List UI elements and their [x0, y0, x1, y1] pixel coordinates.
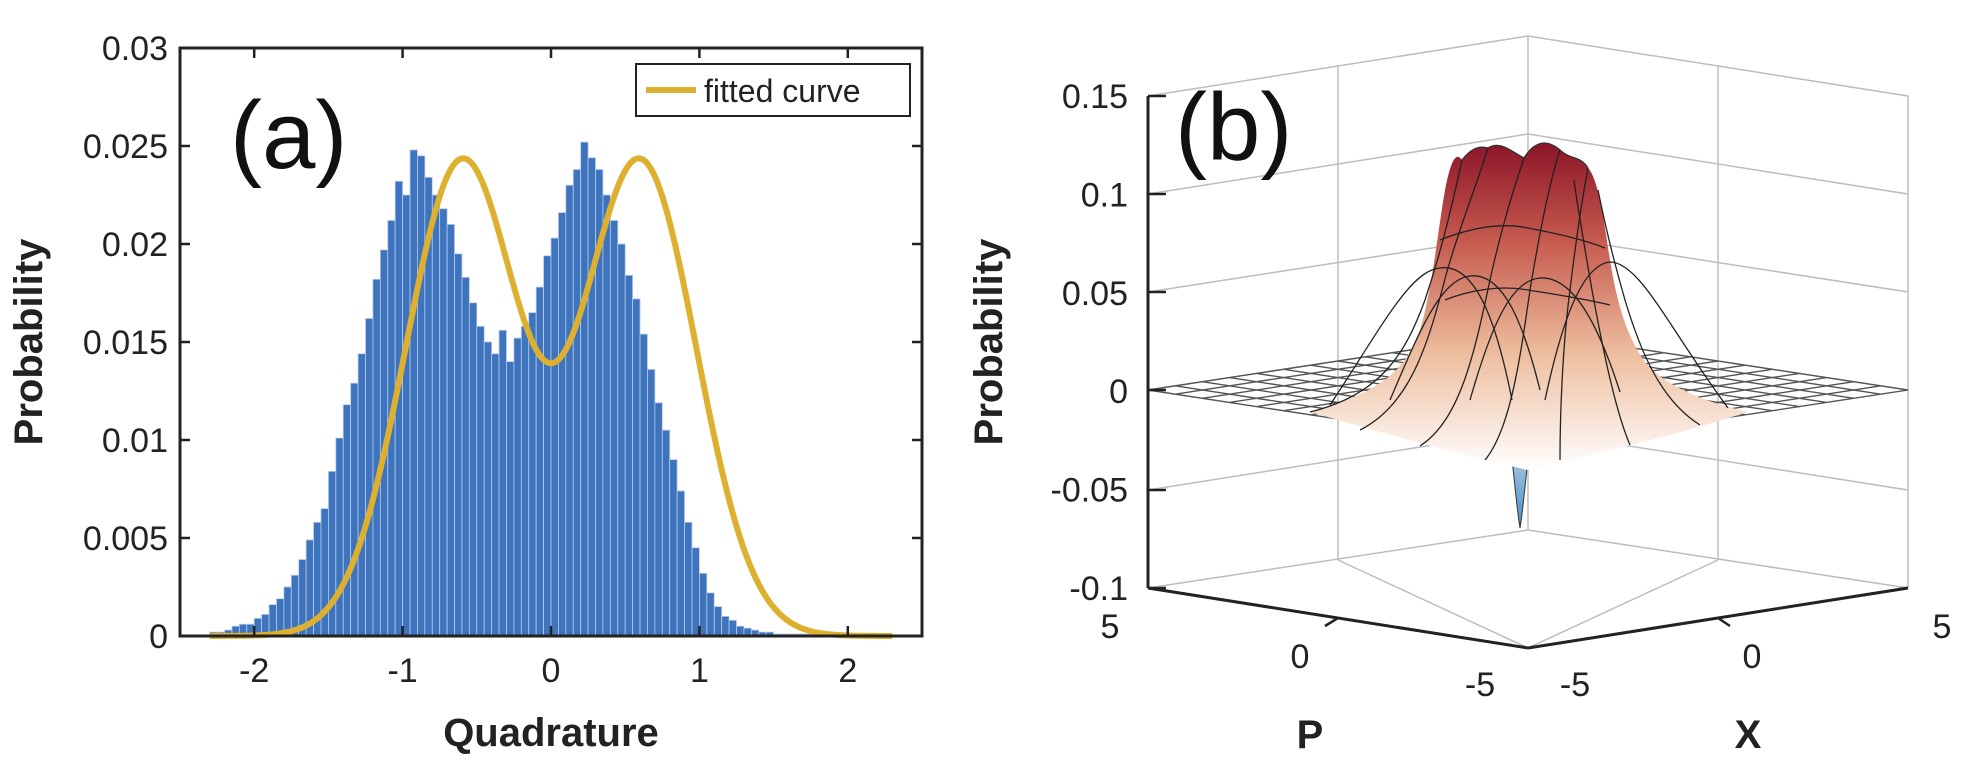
- surface-rim: [1461, 142, 1589, 169]
- x-tick-label: 1: [690, 652, 709, 690]
- histogram-bar: [476, 325, 485, 637]
- histogram-bar: [632, 298, 641, 637]
- histogram-bar: [654, 402, 663, 637]
- y-tick-label: 0.025: [83, 128, 168, 166]
- histogram-bar: [676, 490, 685, 637]
- histogram-bar: [327, 470, 337, 637]
- y-tick-label: 0.01: [102, 422, 168, 460]
- histogram-bar: [402, 194, 411, 637]
- histogram-bar: [661, 429, 671, 637]
- histogram-bar: [461, 276, 470, 637]
- z-axis-tick-labels: -0.1 -0.05 0 0.05 0.1 0.15: [1051, 78, 1129, 608]
- legend-label: fitted curve: [704, 73, 861, 109]
- histogram-panel: -2 -1 0 1 2 0 0.005 0.01 0.015 0.02 0.025 0.03 Qua…: [7, 30, 924, 755]
- histogram-bar: [498, 329, 507, 637]
- x-tick-5: 5: [1933, 608, 1952, 646]
- histogram-bar: [721, 616, 730, 637]
- z-tick-label: 0: [1109, 373, 1128, 411]
- fitted-curve-line: [208, 155, 894, 639]
- surface-mesh-lines: [1309, 147, 1729, 461]
- y-tick-label: 0.03: [102, 30, 168, 68]
- histogram-bar: [713, 606, 723, 637]
- p-axis-label: P: [1297, 713, 1324, 757]
- histogram-bar: [520, 325, 530, 637]
- histogram-bar: [506, 361, 515, 637]
- histogram-bar: [365, 318, 374, 637]
- histogram-bar: [617, 243, 626, 637]
- histogram-bar: [624, 274, 634, 637]
- x-tick-label: -1: [387, 652, 417, 690]
- panel-label-b: (b): [1175, 74, 1292, 181]
- z-tick-label: 0.05: [1062, 275, 1128, 313]
- histogram-bar: [565, 184, 574, 637]
- histogram-bar: [558, 212, 567, 637]
- p-tick-5: 5: [1101, 608, 1120, 646]
- histogram-bar: [528, 312, 537, 637]
- x-tick-label: -2: [239, 652, 269, 690]
- histogram-bar: [454, 253, 463, 637]
- histogram-bar: [728, 619, 737, 637]
- histogram-bar: [409, 149, 418, 637]
- x-tick-minus5: -5: [1560, 666, 1590, 704]
- histogram-bars: [209, 141, 819, 637]
- histogram-bar: [431, 194, 441, 637]
- histogram-bar: [513, 337, 522, 637]
- z-tick-label: 0.1: [1081, 176, 1128, 214]
- panel-label-a: (a): [230, 82, 347, 189]
- histogram-bar: [647, 369, 656, 637]
- y-axis-ticks: 0 0.005 0.01 0.015 0.02 0.025 0.03: [83, 30, 922, 656]
- histogram-bar: [372, 278, 381, 637]
- y-tick-label: 0.015: [83, 324, 168, 362]
- histogram-bar: [417, 155, 426, 637]
- histogram-bar: [439, 208, 448, 637]
- x-axis-label: Quadrature: [443, 711, 659, 755]
- y-tick-label: 0.02: [102, 226, 168, 264]
- histogram-bar: [357, 353, 366, 637]
- z-tick-label: 0.15: [1062, 78, 1128, 116]
- histogram-bar: [609, 220, 619, 637]
- y-tick-label: 0.005: [83, 520, 168, 558]
- histogram-bar: [706, 592, 715, 637]
- z-tick-label: -0.05: [1051, 472, 1129, 510]
- z-tick-label: -0.1: [1069, 570, 1128, 608]
- p-tick-0: 0: [1291, 638, 1310, 676]
- histogram-bar: [550, 237, 559, 637]
- histogram-bar: [535, 286, 544, 637]
- axis-tick-marks: [1148, 94, 1731, 628]
- histogram-bar: [491, 353, 500, 637]
- x-tick-label: 2: [838, 652, 857, 690]
- surface-hill: [1310, 143, 1748, 470]
- histogram-bar: [572, 169, 582, 637]
- histogram-bar: [587, 157, 596, 637]
- histogram-bar: [483, 341, 493, 637]
- z-axis-label: Probability: [967, 238, 1011, 445]
- histogram-bar: [602, 194, 611, 637]
- histogram-bar: [468, 302, 478, 637]
- legend: fitted curve: [635, 63, 911, 117]
- histogram-bar: [543, 255, 552, 637]
- histogram-bar: [669, 459, 678, 637]
- p-tick-minus5: -5: [1465, 666, 1495, 704]
- y-axis-label: Probability: [7, 238, 51, 445]
- histogram-bar: [684, 521, 693, 637]
- y-tick-label: 0: [149, 618, 168, 656]
- histogram-bar: [350, 382, 359, 637]
- histogram-bar: [335, 437, 344, 637]
- histogram-bar: [446, 223, 455, 637]
- x-tick-0: 0: [1743, 638, 1762, 676]
- x-tick-label: 0: [542, 652, 561, 690]
- histogram-bar: [580, 141, 589, 637]
- x-axis-ticks: -2 -1 0 1 2: [239, 48, 857, 690]
- x-axis-label-3d: X: [1735, 713, 1762, 757]
- histogram-bar: [691, 547, 700, 637]
- histogram-bar: [639, 333, 648, 637]
- histogram-bar: [342, 404, 352, 637]
